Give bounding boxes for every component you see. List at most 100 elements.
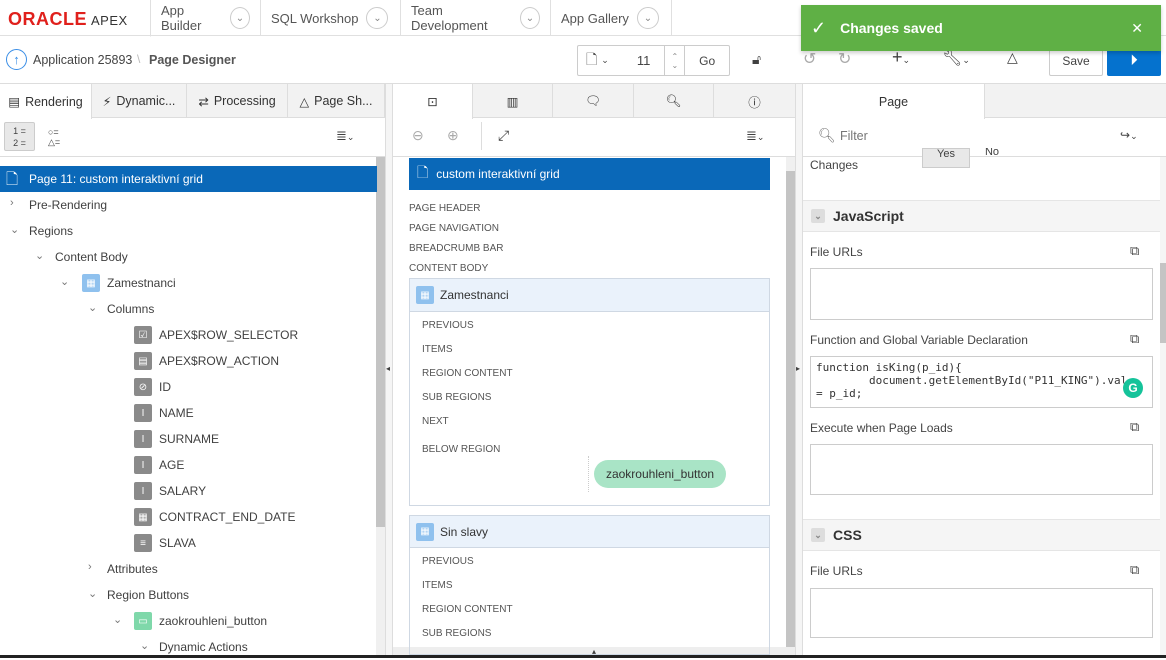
tree-node[interactable]: ⌄ Dynamic Actions [0, 634, 377, 660]
wrench-icon[interactable]: 🔧︎⌄ [942, 50, 970, 67]
tree-node[interactable]: ▦ CONTRACT_END_DATE [0, 504, 377, 530]
css-file-urls-textarea[interactable] [810, 588, 1153, 638]
tab-page[interactable]: Page [803, 84, 985, 119]
chevron-down-icon[interactable]: ⌄ [10, 224, 20, 236]
up-arrow-icon[interactable]: ↑ [6, 49, 27, 70]
expand-editor-icon[interactable]: ⧉ [1130, 331, 1140, 346]
slot-previous[interactable]: PREVIOUS [422, 556, 474, 567]
tree-node[interactable]: ≡ SLAVA [0, 530, 377, 556]
chevron-down-icon[interactable]: ⌄ [60, 276, 70, 288]
js-file-urls-textarea[interactable] [810, 268, 1153, 320]
slot-region-content[interactable]: REGION CONTENT [422, 604, 513, 615]
slot-below-region[interactable]: BELOW REGION [422, 444, 501, 455]
nav-team-development[interactable]: Team Development ⌄ [400, 0, 550, 36]
left-splitter[interactable]: ◂ [385, 84, 393, 658]
nav-app-builder[interactable]: App Builder ⌄ [150, 0, 260, 37]
page-layout-header[interactable]: 🗋 custom interaktivní grid [409, 158, 770, 190]
zaokrouhleni-button[interactable]: zaokrouhleni_button [594, 460, 726, 488]
expand-editor-icon[interactable]: ⧉ [1130, 243, 1140, 258]
slot-sub-regions[interactable]: SUB REGIONS [422, 392, 492, 403]
breadcrumb-app[interactable]: Application 25893 [33, 53, 133, 67]
slot-page-navigation[interactable]: PAGE NAVIGATION [409, 223, 500, 234]
chevron-down-icon[interactable]: ⌄ [519, 7, 540, 29]
go-button[interactable]: Go [684, 46, 729, 75]
tree-node[interactable]: ⊘ ID [0, 374, 377, 400]
nav-sql-workshop[interactable]: SQL Workshop ⌄ [260, 0, 400, 36]
menu-icon[interactable]: ≣⌄ [746, 128, 765, 143]
layout-scrollbar[interactable] [786, 157, 795, 647]
slot-sub-regions[interactable]: SUB REGIONS [422, 628, 492, 639]
tree-node[interactable]: › Pre-Rendering [0, 192, 377, 218]
tab-page-shared[interactable]: △ Page Sh... [288, 84, 385, 118]
tree-node[interactable]: 🗋 Page 11: custom interaktivní grid [0, 166, 377, 192]
tree-node[interactable]: ⌄ Content Body [0, 244, 377, 270]
slot-items[interactable]: ITEMS [422, 344, 453, 355]
expand-icon[interactable]: ⤢ [498, 127, 510, 143]
tree-node[interactable]: ⌄ Columns [0, 296, 377, 322]
slot-items[interactable]: ITEMS [422, 580, 453, 591]
tree-node[interactable]: I SURNAME [0, 426, 377, 452]
grammarly-icon[interactable]: G [1123, 378, 1143, 398]
page-stepper[interactable]: ⌃ ⌄ [664, 46, 684, 75]
component-view-button[interactable]: ○= △= [48, 127, 61, 147]
slot-next[interactable]: NEXT [422, 416, 449, 427]
slot-breadcrumb-bar[interactable]: BREADCRUMB BAR [409, 243, 504, 254]
region-sin-slavy[interactable]: ▦ Sin slavy [409, 515, 770, 655]
nav-app-gallery[interactable]: App Gallery ⌄ [550, 0, 672, 36]
chevron-down-icon[interactable]: ⌄ [229, 7, 250, 29]
tab-rendering[interactable]: ▤ Rendering [0, 84, 92, 119]
chevron-down-icon[interactable]: ⌄ [366, 7, 389, 29]
tree-node[interactable]: ⌄ ▭ zaokrouhleni_button [0, 608, 377, 634]
tab-search[interactable]: 🔍︎ [634, 84, 714, 118]
filter-input[interactable] [840, 124, 1100, 148]
chevron-down-icon[interactable]: ⌄ [88, 302, 98, 314]
close-icon[interactable]: ✕ [1131, 19, 1143, 36]
go-to-group-icon[interactable]: ↪⌄ [1120, 128, 1138, 142]
property-scrollbar[interactable] [1160, 157, 1166, 658]
tab-messages[interactable]: 🗨︎ [553, 84, 634, 118]
yes-toggle[interactable]: Yes [922, 148, 970, 168]
tab-component-view[interactable]: ▥ [473, 84, 553, 118]
chevron-down-icon[interactable]: ⌄ [601, 55, 609, 65]
slot-page-header[interactable]: PAGE HEADER [409, 203, 481, 214]
chevron-down-icon[interactable]: ⌄ [88, 588, 98, 600]
page-number-input[interactable]: 11 [636, 53, 651, 68]
execute-on-load-textarea[interactable] [810, 444, 1153, 495]
tab-layout[interactable]: ⊡ [393, 84, 473, 119]
add-icon[interactable]: +⌄ [892, 47, 911, 67]
tree-node[interactable]: ☑ APEX$ROW_SELECTOR [0, 322, 377, 348]
slot-previous[interactable]: PREVIOUS [422, 320, 474, 331]
zoom-out-icon[interactable]: ⊖ [412, 127, 424, 143]
css-section-header[interactable]: ⌄ CSS [803, 519, 1160, 551]
function-declaration-textarea[interactable]: function isKing(p_id){ document.getEleme… [810, 356, 1153, 408]
chevron-down-icon[interactable]: ⌄ [636, 7, 659, 29]
unlock-icon[interactable]: 🔓︎ [752, 51, 762, 67]
expand-editor-icon[interactable]: ⧉ [1130, 419, 1140, 434]
page-selector[interactable]: 🗋 ⌄ 11 ⌃ ⌄ Go [577, 45, 730, 76]
no-toggle[interactable]: No [984, 148, 1000, 158]
tree-node[interactable]: ▤ APEX$ROW_ACTION [0, 348, 377, 374]
redo-icon[interactable]: ↻ [838, 51, 852, 68]
chevron-right-icon[interactable]: › [10, 197, 14, 209]
chevron-right-icon[interactable]: › [88, 561, 92, 573]
tree-node[interactable]: › Attributes [0, 556, 377, 582]
tree-node[interactable]: I NAME [0, 400, 377, 426]
tree-node[interactable]: ⌄ Region Buttons [0, 582, 377, 608]
region-zamestnanci[interactable]: ▦ Zamestnanci [409, 278, 770, 506]
tree-node[interactable]: ⌄ ▦ Zamestnanci [0, 270, 377, 296]
tree-order-view-button[interactable]: 1 = 2 = [4, 122, 35, 151]
tree-scrollbar[interactable] [376, 157, 385, 658]
chevron-down-icon[interactable]: ⌄ [113, 614, 123, 626]
menu-icon[interactable]: ≣⌄ [336, 128, 355, 143]
right-splitter[interactable]: ▸ [795, 84, 803, 658]
tab-help[interactable]: ⓘ [714, 84, 795, 118]
chevron-down-icon[interactable]: ⌄ [35, 250, 45, 262]
undo-icon[interactable]: ↺ [803, 51, 817, 68]
tree-node[interactable]: I AGE [0, 452, 377, 478]
chevron-down-icon[interactable]: ⌄ [140, 640, 150, 652]
expand-editor-icon[interactable]: ⧉ [1130, 562, 1140, 577]
oracle-apex-logo[interactable]: ORACLE APEX [8, 9, 128, 29]
slot-content-body[interactable]: CONTENT BODY [409, 263, 489, 274]
slot-region-content[interactable]: REGION CONTENT [422, 368, 513, 379]
layout-splitter-bottom[interactable]: ▴ [393, 647, 795, 658]
